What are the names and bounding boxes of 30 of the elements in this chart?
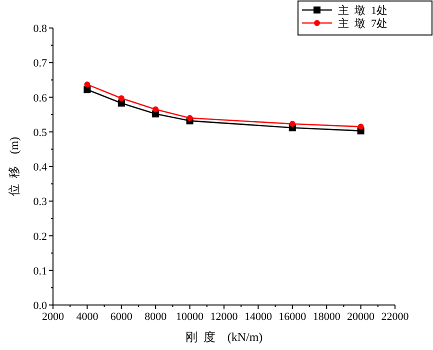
x-tick-label: 10000 (176, 311, 204, 323)
y-tick-label: 0.4 (33, 162, 48, 174)
point (358, 124, 364, 130)
y-tick-label: 0.7 (33, 58, 48, 70)
x-tick-label: 16000 (278, 311, 307, 323)
y-tick-label: 0.0 (33, 300, 48, 312)
x-tick-label: 8000 (144, 311, 168, 323)
x-tick-label: 22000 (381, 311, 410, 323)
x-tick-label: 2000 (42, 311, 64, 323)
y-tick-label: 0.3 (33, 196, 48, 208)
x-axis-title: 刚 度 (kN/m) (185, 330, 263, 344)
x-tick-label: 4000 (76, 311, 99, 323)
y-tick-label: 0.2 (33, 230, 47, 243)
point (152, 106, 159, 112)
legend-label: 主 墩 1处 (338, 4, 388, 17)
x-tick-label: 18000 (312, 311, 341, 323)
x-tick-label: 6000 (110, 311, 133, 323)
point (289, 120, 296, 127)
point (118, 95, 124, 102)
y-tick-label: 0.1 (33, 265, 47, 278)
x-tick-label: 20000 (347, 311, 376, 323)
point (186, 115, 193, 122)
y-axis-title: 位 移 (m) (7, 136, 21, 196)
point (84, 81, 90, 88)
x-tick-label: 14000 (244, 311, 272, 323)
y-tick-label: 0.6 (33, 92, 48, 104)
y-tick-label: 0.8 (33, 23, 48, 35)
y-tick-label: 0.5 (33, 126, 48, 139)
legend-label: 主 墩 7处 (338, 17, 388, 30)
x-tick-label: 12000 (210, 311, 238, 323)
